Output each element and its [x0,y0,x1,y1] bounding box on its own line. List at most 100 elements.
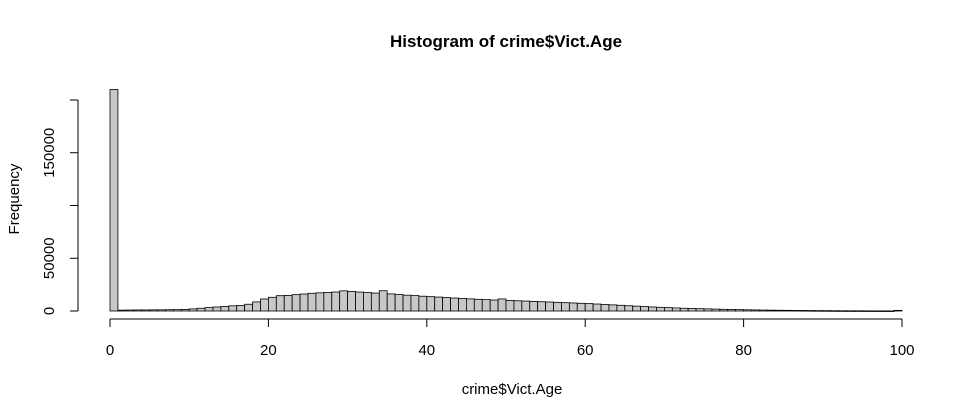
histogram-bar [339,290,348,312]
histogram-bar [608,304,618,312]
histogram-bar [553,301,562,312]
histogram-bar [671,307,681,312]
histogram-bar [664,307,673,312]
histogram-bar [370,292,380,312]
histogram-bar [125,309,135,312]
histogram-bar [141,309,150,312]
histogram-bar [497,298,507,312]
histogram-bar [236,305,246,312]
y-axis: 0 50000 150000 [41,99,79,315]
histogram-bar [600,304,610,312]
histogram-bar [157,309,166,312]
histogram-bar [260,298,269,312]
histogram-bar [188,308,198,312]
histogram-bar [679,307,689,312]
histogram-bar [149,309,158,312]
histogram-bar [790,310,800,312]
histogram-bar [869,310,879,312]
histogram-bar [838,310,847,312]
histogram-bar [830,310,840,312]
histogram-bar [165,309,174,312]
histogram-bar [434,296,444,312]
histogram-bar [885,310,895,312]
histogram-bar [450,297,459,312]
histogram-bar [299,293,309,312]
y-tick-label: 0 [41,307,58,315]
histogram-bar [133,309,143,312]
histogram-bar [521,300,531,312]
histogram-bar [545,301,554,312]
histogram-bar [204,307,214,312]
histogram-bar [267,296,277,312]
histogram-bar [315,292,325,312]
histogram-bar [711,308,721,312]
histogram-bar [656,306,665,312]
histogram-bar [283,294,293,312]
histogram-bar [378,290,388,312]
histogram-bar [616,304,626,312]
histogram-bar [363,292,372,312]
histogram-bar [561,302,570,312]
histogram-bar [624,305,634,312]
histogram-bar [291,294,301,312]
histogram-bar [252,301,261,312]
histogram-bar [426,296,436,312]
histogram-bar [513,300,523,312]
histogram-bar [212,306,222,312]
histogram-bar [592,303,602,312]
histogram-bar [877,310,887,312]
histogram-bar [458,298,467,312]
x-axis: 0 20 40 60 80 100 [106,318,915,359]
histogram-bar [220,306,230,312]
histogram-bar [727,309,737,312]
histogram-bar [695,308,705,312]
histogram-bar [862,310,871,312]
histogram-bar [481,299,491,312]
histogram-bar [402,294,412,312]
histogram-bar [798,310,808,312]
y-axis-label: Frequency [6,163,23,234]
histogram-bar [537,301,546,312]
histogram-bar [117,309,127,312]
y-tick-label: 50000 [41,237,58,279]
histogram-bar [109,89,119,312]
x-tick-label: 80 [735,342,752,359]
histogram-bar [244,303,253,312]
histogram-bar [640,306,649,312]
histogram-bar [442,297,451,312]
histogram-bar [806,310,816,312]
histogram-bar [687,308,697,312]
histogram-bar [719,308,729,312]
histogram-bar [196,307,206,312]
histogram-bar [347,290,356,312]
histogram-bar [568,302,578,312]
histogram-bar [529,300,539,312]
histogram-bar [814,310,824,312]
histogram-bar [846,310,855,312]
histogram-bar [576,302,586,312]
histogram-bar [893,309,903,312]
histogram-bar [410,295,420,312]
histogram-bar [307,292,317,312]
histogram-bar [172,309,182,312]
histogram-bar [822,310,832,312]
y-tick-label: 150000 [41,128,58,178]
histogram-bar [489,299,499,312]
histogram-bar [323,292,333,312]
histogram-bar [180,309,190,312]
histogram-bar [782,309,792,312]
histogram-bar [648,306,657,312]
x-tick-label: 100 [889,342,914,359]
histogram-bar [774,309,784,312]
histogram-bar [735,309,744,312]
histogram-bar [505,300,515,312]
x-tick-label: 60 [577,342,594,359]
histogram-bar [465,298,475,312]
histogram-bar [751,309,760,312]
histogram-bar [228,305,238,312]
histogram-bar [331,291,341,312]
histogram-bar [473,298,483,312]
histogram-bar [386,293,396,312]
